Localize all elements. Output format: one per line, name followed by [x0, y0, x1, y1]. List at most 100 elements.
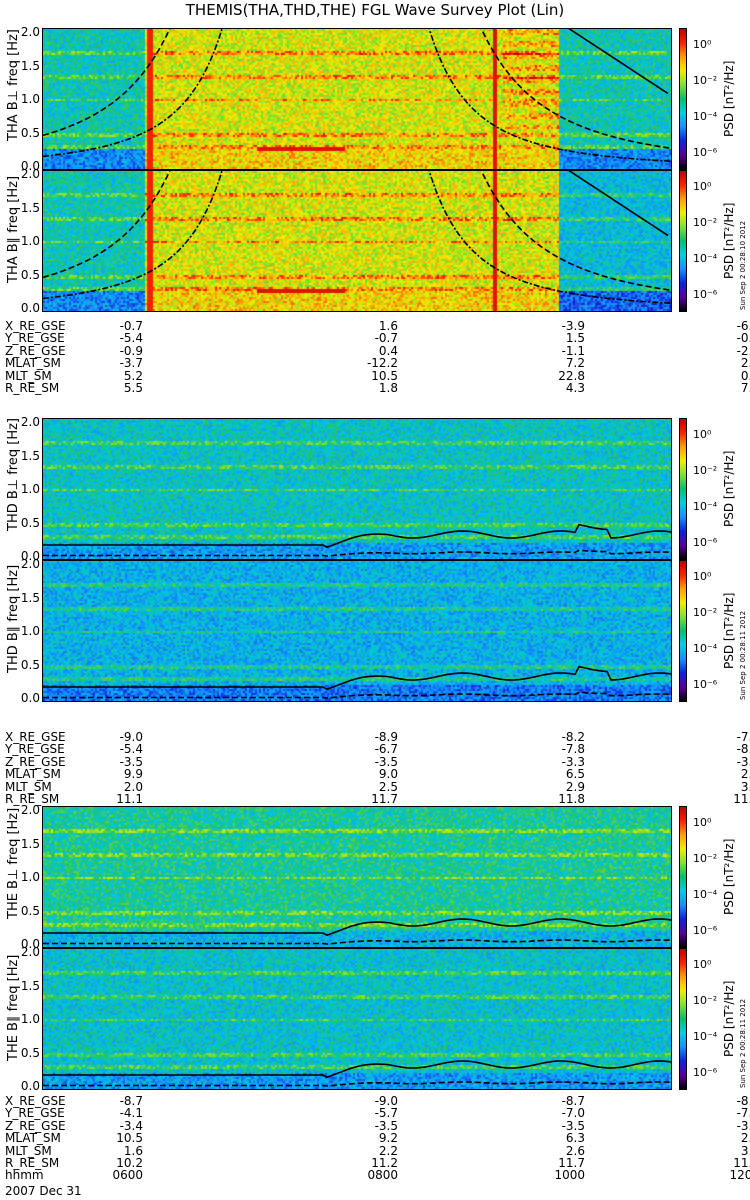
ephemeris-label: X_RE_GSE: [5, 1094, 66, 1108]
ephemeris-value: -1.1: [561, 343, 585, 358]
ephemeris-value: 9.2: [378, 1131, 398, 1146]
y-tick-label: 2.0: [20, 803, 40, 817]
colorbar-tick-label: 10⁻²: [693, 464, 718, 477]
spectrogram-canvas: [43, 29, 671, 169]
colorbar-tick-label: 10⁻²: [693, 852, 718, 865]
y-tick-label: 0.0: [20, 159, 40, 173]
ephemeris-value: -3.9: [561, 319, 585, 333]
colorbar-tick-label: 10⁻⁴: [693, 110, 718, 123]
frequency-overlay: [43, 918, 671, 945]
ephemeris-value: 11.8: [558, 791, 585, 806]
ephemeris-value: 22.8: [558, 368, 585, 383]
frequency-overlay: [43, 665, 671, 699]
spectrogram-panel: [42, 170, 672, 312]
colorbar-tick-label: 10⁻⁴: [693, 500, 718, 513]
y-tick-label: 2.0: [20, 25, 40, 39]
y-tick-label: 1.0: [20, 234, 40, 248]
colorbar: [679, 948, 687, 1090]
ephemeris-value: -9.0: [374, 1094, 398, 1108]
ephemeris-value: 11.7: [558, 1155, 585, 1170]
colorbar-tick-label: 10⁻⁴: [693, 642, 718, 655]
ephemeris-value: 1.5: [565, 331, 585, 346]
ephemeris-value: -0.6: [736, 331, 750, 346]
colorbar-tick-label: 10⁻²: [693, 606, 718, 619]
ephemeris-value: 2.5: [378, 779, 398, 794]
ephemeris-value: 9.0: [378, 767, 398, 782]
y-tick-label: 1.5: [20, 590, 40, 605]
colorbar-tick-label: 10⁻⁶: [693, 1066, 718, 1079]
ephemeris-label: R_RE_SM: [5, 791, 60, 806]
ephemeris-value: 7.1: [740, 380, 750, 395]
gyrofrequency-half-line: [43, 691, 671, 699]
ephemeris-label: Y_RE_GSE: [5, 1106, 65, 1121]
frequency-overlay: [43, 523, 671, 557]
y-tick-label: 1.0: [20, 92, 40, 106]
ephemeris-label: X_RE_GSE: [5, 319, 66, 333]
y-axis-label: THA B⊥ freq [Hz]: [6, 29, 21, 141]
ephemeris-value: -4.1: [119, 1106, 143, 1121]
colorbar-label: PSD [nT²/Hz]: [722, 592, 736, 669]
y-axis-label: THD B⊥ freq [Hz]: [6, 418, 21, 531]
gyrofrequency-half-line: [43, 171, 671, 304]
ephemeris-value: -12.2: [366, 356, 398, 371]
ephemeris-value: -3.5: [374, 1118, 398, 1133]
spectrogram-panel: [42, 806, 672, 948]
spectrogram-canvas: [43, 171, 671, 311]
colorbar: [679, 806, 687, 948]
ephemeris-value: -8.7: [119, 1094, 143, 1108]
ephemeris-value: 1.8: [378, 380, 398, 395]
gyrofrequency-half-line: [43, 29, 671, 162]
ephemeris-value: 11.1: [116, 791, 143, 806]
y-tick-label: 0.5: [20, 1045, 40, 1060]
ephemeris-value: 11.5: [733, 791, 750, 806]
spectrogram-panel: [42, 28, 672, 170]
ephemeris-value: -5.7: [374, 1106, 398, 1121]
ephemeris-value: -8.7: [561, 1094, 585, 1108]
gyrofrequency-line: [43, 29, 671, 149]
ephemeris-label: Y_RE_GSE: [5, 331, 65, 346]
ephemeris-value: -6.7: [736, 319, 750, 333]
ephemeris-label: Z_RE_GSE: [5, 754, 66, 769]
y-tick-label: 0.5: [20, 125, 40, 140]
ephemeris-value: 9.9: [123, 767, 143, 782]
ephemeris-value: 1.6: [123, 1143, 143, 1158]
ephemeris-value: 3.0: [740, 1143, 750, 1158]
ephemeris-label: X_RE_GSE: [5, 730, 66, 744]
y-tick-label: 1.0: [20, 870, 40, 884]
gyrofrequency-solid-line: [568, 171, 669, 237]
y-tick-label: 0.0: [20, 301, 40, 315]
ephemeris-value: -3.7: [119, 356, 143, 371]
gyrofrequency-half-line: [43, 549, 671, 557]
ephemeris-value: 6.3: [565, 1131, 585, 1146]
ephemeris-value: 3.3: [740, 779, 750, 794]
y-tick-label: 0.0: [20, 691, 40, 705]
y-tick-label: 0.5: [20, 903, 40, 918]
colorbar-label: PSD [nT²/Hz]: [722, 450, 736, 527]
ephemeris-value: 0800: [367, 1168, 398, 1183]
y-tick-label: 2.0: [20, 167, 40, 181]
ephemeris-value: 11.7: [371, 791, 398, 806]
colorbar-tick-label: 10⁻⁶: [693, 536, 718, 549]
ephemeris-value: -0.7: [374, 331, 398, 346]
ephemeris-value: 11.8: [733, 1155, 750, 1170]
colorbar-tick-label: 10⁰: [693, 180, 712, 193]
ephemeris-value: 2.2: [378, 1143, 398, 1158]
ephemeris-value: 11.2: [371, 1155, 398, 1170]
colorbar: [679, 28, 687, 170]
colorbar-tick-label: 10⁻⁶: [693, 924, 718, 937]
y-tick-label: 1.5: [20, 836, 40, 851]
spectrogram-canvas: [43, 807, 671, 947]
ephemeris-label: MLAT_SM: [5, 356, 61, 371]
spectrogram-panel: [42, 418, 672, 560]
y-tick-label: 0.5: [20, 515, 40, 530]
gyrofrequency-line: [43, 665, 671, 691]
y-tick-label: 1.5: [20, 448, 40, 463]
colorbar-tick-label: 10⁰: [693, 816, 712, 829]
ephemeris-label: R_RE_SM: [5, 380, 60, 395]
colorbar-tick-label: 10⁰: [693, 38, 712, 51]
spectrogram-canvas: [43, 949, 671, 1089]
colorbar-tick-label: 10⁻⁶: [693, 288, 718, 301]
ephemeris-value: 5.2: [123, 368, 143, 383]
y-tick-label: 0.5: [20, 267, 40, 282]
ephemeris-value: 1000: [554, 1168, 585, 1183]
